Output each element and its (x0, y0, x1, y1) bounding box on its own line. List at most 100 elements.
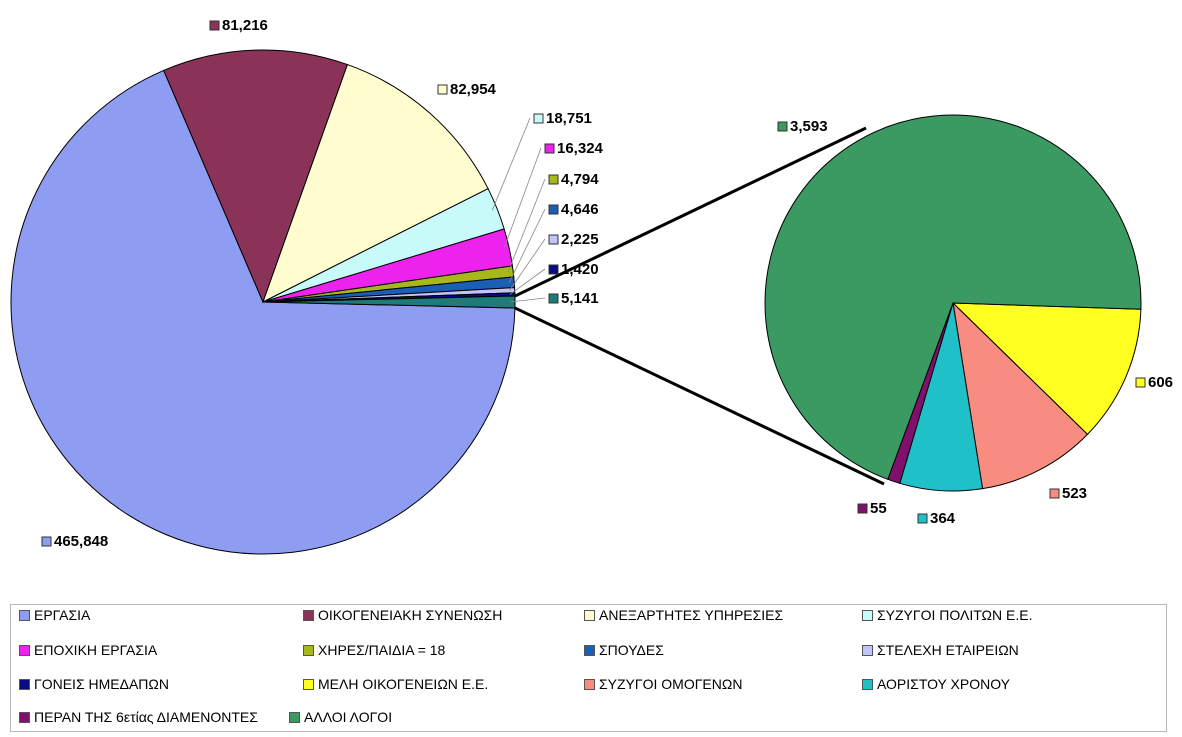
legend-item: ΕΡΓΑΣΙΑ (19, 607, 90, 623)
legend-label: ΕΡΓΑΣΙΑ (34, 607, 91, 623)
legend-item: ΣΥΖΥΓΟΙ ΟΜΟΓΕΝΩΝ (584, 676, 742, 692)
data-labels: 465,848 81,216 82,954 18,751 16,324 4,794 4,64… (41, 17, 1173, 550)
legend-swatch (584, 644, 595, 656)
legend-item: ΠΕΡΑΝ ΤΗΣ 6ετίας ΔΙΑΜΕΝΟΝΤΕΣ (19, 709, 258, 725)
data-label-alloi-logoi-swatch (777, 121, 788, 132)
data-label-stelechi-swatch (548, 234, 559, 245)
legend-item: ΑΝΕΞΑΡΤΗΤΕΣ ΥΠΗΡΕΣΙΕΣ (584, 607, 783, 623)
legend-swatch (19, 678, 30, 690)
legend-item: ΣΠΟΥΔΕΣ (584, 642, 664, 658)
data-label-aoristou-swatch (917, 513, 928, 524)
leader-line-epochiki (503, 147, 542, 249)
legend-label: ΜΕΛΗ ΟΙΚΟΓΕΝΕΙΩΝ Ε.Ε. (318, 676, 489, 692)
legend-swatch (303, 678, 314, 690)
data-label-group-other: 5,141 (548, 290, 599, 307)
data-label-oikogeneiaki: 81,216 (209, 17, 268, 34)
data-label-spoudes: 4,646 (548, 201, 599, 218)
legend-label: ΠΕΡΑΝ ΤΗΣ 6ετίας ΔΙΑΜΕΝΟΝΤΕΣ (34, 709, 258, 725)
leader-line-chires (507, 178, 546, 273)
legend-label: ΟΙΚΟΓΕΝΕΙΑΚΗ ΣΥΝΕΝΩΣΗ (318, 607, 503, 623)
data-label-syzygoi-politon-text: 18,751 (546, 110, 592, 127)
legend-swatch (303, 609, 314, 621)
data-label-syzygoi-politon: 18,751 (533, 110, 592, 127)
data-label-anexartites-text: 82,954 (450, 81, 497, 98)
data-label-stelechi-text: 2,225 (561, 231, 599, 248)
legend-swatch (19, 609, 30, 621)
legend-item: ΑΛΛΟΙ ΛΟΓΟΙ (289, 709, 392, 725)
connector-lines (514, 126, 885, 486)
data-label-ergasia-text: 465,848 (54, 533, 108, 550)
data-label-epochiki-swatch (544, 143, 555, 154)
data-label-alloi-logoi: 3,593 (777, 118, 828, 135)
secondary-pie (764, 114, 1142, 492)
legend-item: ΓΟΝΕΙΣ ΗΜΕΔΑΠΩΝ (19, 676, 169, 692)
leader-line-syzygoi-politon (491, 117, 531, 211)
secondary-slice-meli (951, 302, 1142, 436)
data-label-oikogeneiaki-swatch (209, 20, 220, 31)
secondary-slice-alloi-logoi (764, 114, 1142, 480)
legend-label: ΓΟΝΕΙΣ ΗΜΕΔΑΠΩΝ (34, 676, 169, 692)
data-label-aoristou: 364 (917, 510, 956, 527)
connector-line-bottom (514, 306, 885, 486)
data-label-syzygoi-politon-swatch (533, 113, 544, 124)
data-label-group-other-text: 5,141 (561, 290, 599, 307)
legend-swatch (303, 644, 314, 656)
data-label-stelechi: 2,225 (548, 231, 599, 248)
legend-swatch (862, 644, 873, 656)
data-label-goneis-swatch (548, 264, 559, 275)
main-slice-group-other (262, 295, 516, 309)
legend-label: ΑΟΡΙΣΤΟΥ ΧΡΟΝΟΥ (877, 676, 1010, 692)
main-slice-oikogeneiaki (162, 49, 349, 304)
data-label-anexartites-swatch (437, 84, 448, 95)
connector-line-top (514, 126, 867, 298)
legend-item: ΟΙΚΟΓΕΝΕΙΑΚΗ ΣΥΝΕΝΩΣΗ (303, 607, 502, 623)
main-pie (10, 49, 516, 555)
leader-line-goneis (509, 268, 546, 295)
legend-label: ΣΥΖΥΓΟΙ ΟΜΟΓΕΝΩΝ (599, 676, 743, 692)
data-label-aoristou-text: 364 (930, 510, 956, 527)
legend-swatch (862, 678, 873, 690)
data-label-ergasia: 465,848 (41, 533, 108, 550)
data-label-chires: 4,794 (548, 171, 599, 188)
legend-label: ΣΠΟΥΔΕΣ (599, 642, 664, 658)
data-label-chires-text: 4,794 (561, 171, 599, 188)
leader-line-stelechi (509, 238, 546, 291)
data-label-epochiki-text: 16,324 (557, 140, 604, 157)
legend-item: ΣΥΖΥΓΟΙ ΠΟΛΙΤΩΝ Ε.Ε. (862, 607, 1032, 623)
data-label-spoudes-text: 4,646 (561, 201, 599, 218)
data-label-meli-text: 606 (1148, 374, 1173, 391)
legend-label: ΑΝΕΞΑΡΤΗΤΕΣ ΥΠΗΡΕΣΙΕΣ (599, 607, 784, 623)
leader-line-spoudes (508, 208, 546, 283)
legend-label: ΧΗΡΕΣ/ΠΑΙΔΙΑ = 18 (318, 642, 446, 658)
pie-of-pie-chart: 465,848 81,216 82,954 18,751 16,324 4,794 4,64… (10, 17, 1173, 555)
legend-swatch (584, 678, 595, 690)
data-label-syzygoi-omogenon: 523 (1049, 485, 1087, 502)
legend: ΕΡΓΑΣΙΑ ΟΙΚΟΓΕΝΕΙΑΚΗ ΣΥΝΕΝΩΣΗ ΑΝΕΞΑΡΤΗΤΕΣ … (10, 604, 1167, 732)
data-label-oikogeneiaki-text: 81,216 (222, 17, 268, 34)
data-label-syzygoi-omogenon-text: 523 (1062, 485, 1087, 502)
legend-label: ΣΤΕΛΕΧΗ ΕΤΑΙΡΕΙΩΝ (877, 642, 1019, 658)
legend-item: ΜΕΛΗ ΟΙΚΟΓΕΝΕΙΩΝ Ε.Ε. (303, 676, 488, 692)
legend-label: ΑΛΛΟΙ ΛΟΓΟΙ (304, 709, 393, 725)
legend-label: ΣΥΖΥΓΟΙ ΠΟΛΙΤΩΝ Ε.Ε. (877, 607, 1033, 623)
data-label-group-other-swatch (548, 293, 559, 304)
data-label-epochiki: 16,324 (544, 140, 604, 157)
data-label-peran-text: 55 (870, 500, 887, 517)
leader-lines (491, 117, 546, 303)
legend-item: ΣΤΕΛΕΧΗ ΕΤΑΙΡΕΙΩΝ (862, 642, 1019, 658)
data-label-syzygoi-omogenon-swatch (1049, 488, 1060, 499)
data-label-spoudes-swatch (548, 204, 559, 215)
data-label-ergasia-swatch (41, 536, 52, 547)
main-slice-anexartites (262, 63, 489, 304)
legend-swatch (19, 644, 30, 656)
data-label-goneis: 1,420 (548, 261, 599, 278)
legend-item: ΧΗΡΕΣ/ΠΑΙΔΙΑ = 18 (303, 642, 445, 658)
data-label-peran-swatch (857, 503, 868, 514)
data-label-meli-swatch (1135, 377, 1146, 388)
secondary-slice-syzygoi-omogenon (952, 301, 1089, 490)
legend-item: ΑΟΡΙΣΤΟΥ ΧΡΟΝΟΥ (862, 676, 1010, 692)
legend-label: ΕΠΟΧΙΚΗ ΕΡΓΑΣΙΑ (34, 642, 158, 658)
data-label-alloi-logoi-text: 3,593 (790, 118, 828, 135)
data-label-anexartites: 82,954 (437, 81, 497, 98)
legend-swatch (584, 609, 595, 621)
